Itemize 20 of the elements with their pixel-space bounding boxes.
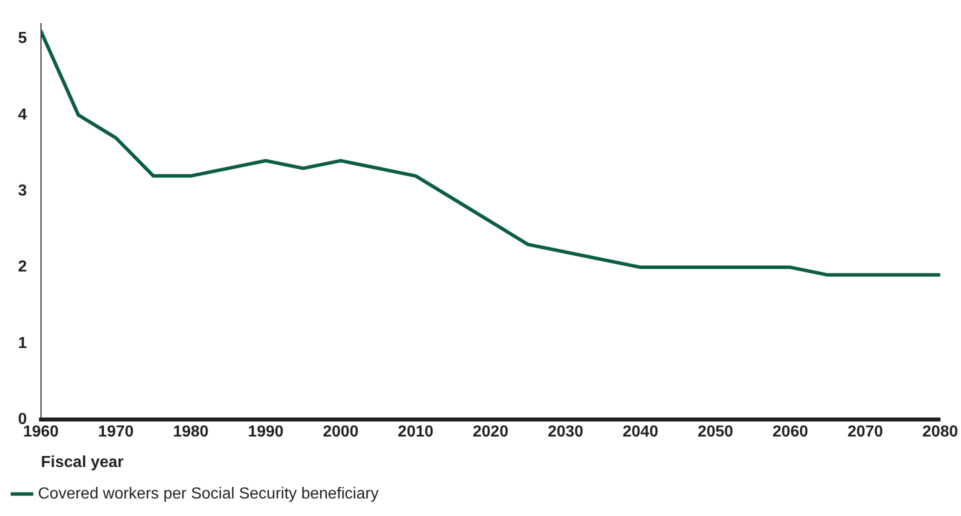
x-tick-label: 2070 — [847, 424, 884, 441]
y-tick-label: 5 — [18, 30, 27, 48]
y-tick-label: 2 — [18, 258, 27, 276]
x-tick-label: 1960 — [23, 424, 59, 441]
x-tick-label: 1990 — [248, 424, 284, 441]
legend-label: Covered workers per Social Security beneficiary — [38, 485, 379, 502]
x-tick-label: 2080 — [922, 424, 958, 441]
x-tick-label: 2000 — [322, 424, 359, 441]
y-tick-label: 4 — [18, 106, 27, 124]
x-tick-label: 2060 — [772, 424, 808, 441]
x-tick-label: 2020 — [472, 424, 508, 441]
x-tick-label: 2050 — [698, 424, 734, 441]
x-tick-label: 1980 — [172, 424, 209, 441]
x-tick-label: 2030 — [548, 424, 584, 441]
y-tick-label: 1 — [18, 334, 27, 352]
x-tick-label: 2010 — [398, 424, 434, 441]
y-tick-label: 3 — [18, 182, 27, 200]
x-tick-label: 1970 — [98, 424, 134, 441]
x-tick-label: 2040 — [622, 424, 658, 441]
x-axis-title: Fiscal year — [40, 454, 124, 471]
